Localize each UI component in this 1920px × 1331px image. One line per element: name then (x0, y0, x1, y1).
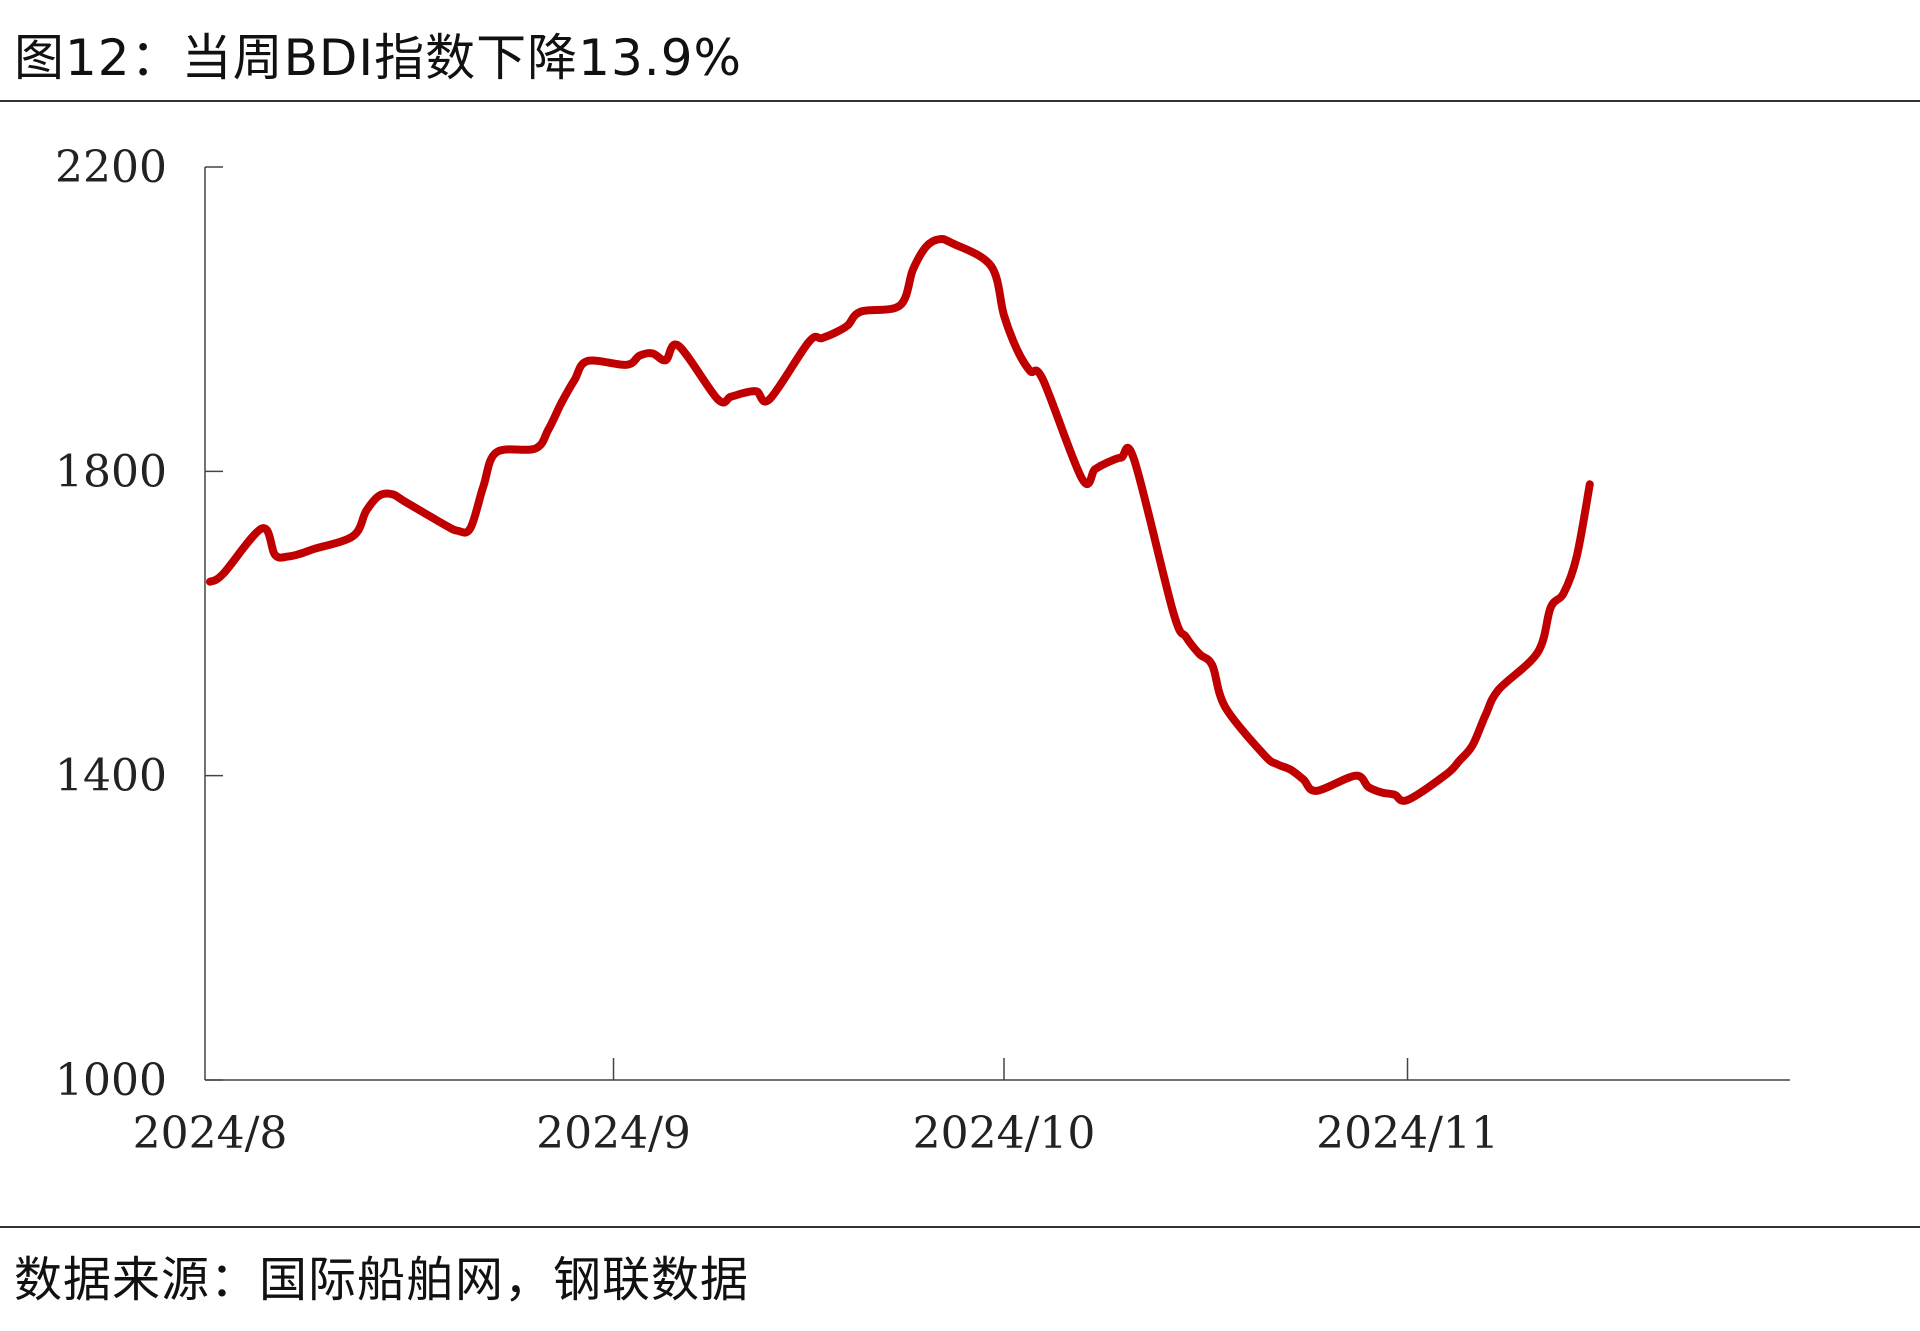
y-tick-label: 1400 (55, 751, 167, 802)
x-tick-label: 2024/11 (1316, 1108, 1499, 1159)
y-tick-label: 1800 (55, 446, 167, 497)
data-source-note: 数据来源：国际船舶网，钢联数据 (14, 1252, 750, 1308)
x-tick-label: 2024/8 (133, 1108, 288, 1159)
x-tick-labels: 2024/8 2024/9 2024/10 2024/11 (133, 1108, 1499, 1159)
x-tick-label: 2024/9 (536, 1108, 691, 1159)
bdi-series-line (206, 234, 1594, 805)
y-tick-label: 2200 (55, 142, 167, 193)
chart-title: 图12：当周BDI指数下降13.9% (14, 29, 743, 87)
bottom-divider (0, 1226, 1920, 1228)
top-divider (0, 100, 1920, 102)
y-tick-label: 1000 (55, 1055, 167, 1106)
y-tick-labels: 1000 1400 1800 2200 (55, 142, 167, 1106)
series-layer (206, 234, 1594, 805)
x-tick-label: 2024/10 (913, 1108, 1096, 1159)
chart-axes (204, 166, 1790, 1081)
